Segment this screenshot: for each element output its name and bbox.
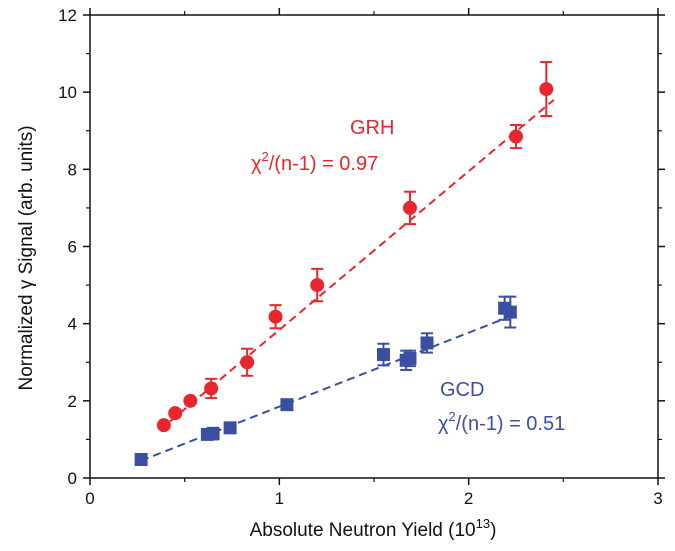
grh-data-point [310,278,325,293]
y-tick-label: 4 [68,315,77,334]
grh-data-point [268,309,283,324]
grh-chi2-label: χ2/(n-1) = 0.97 [251,149,378,175]
x-axis-title: Absolute Neutron Yield (1013) [250,516,497,541]
grh-data-point [168,406,183,421]
gcd-data-point [223,421,237,435]
y-tick-label: 6 [68,238,77,257]
grh-data-point [509,129,523,144]
gcd-data-point [280,398,294,412]
grh-fit-line [159,99,555,431]
x-tick-label: 0 [85,489,94,508]
gcd-data-point [403,351,417,365]
grh-data-point [539,82,554,97]
gcd-data-point [376,348,390,362]
gcd-data-point [503,305,517,319]
y-tick-label: 0 [68,469,77,488]
gcd-data-point [206,427,220,441]
data-points [134,61,554,466]
grh-data-point [402,200,417,215]
grh-data-point [183,393,198,408]
grh-data-point [240,355,255,370]
grh-data-point [156,418,171,433]
y-tick-label: 8 [68,160,77,179]
gcd-data-point [420,336,434,350]
gcd-chi2-label: χ2/(n-1) = 0.51 [438,409,565,435]
y-tick-label: 2 [68,392,77,411]
x-tick-label: 3 [653,489,662,508]
gcd-data-point [134,452,148,466]
y-axis-title: Normalized γ Signal (arb. units) [16,125,37,390]
y-tick-label: 12 [58,6,77,25]
x-tick-label: 1 [275,489,284,508]
gcd-label: GCD [440,379,484,401]
grh-label: GRH [350,117,394,139]
annotations: GRH χ2/(n-1) = 0.97 GCD χ2/(n-1) = 0.51 [251,117,565,435]
grh-data-point [204,381,219,396]
y-tick-label: 10 [58,83,77,102]
x-tick-label: 2 [464,489,473,508]
